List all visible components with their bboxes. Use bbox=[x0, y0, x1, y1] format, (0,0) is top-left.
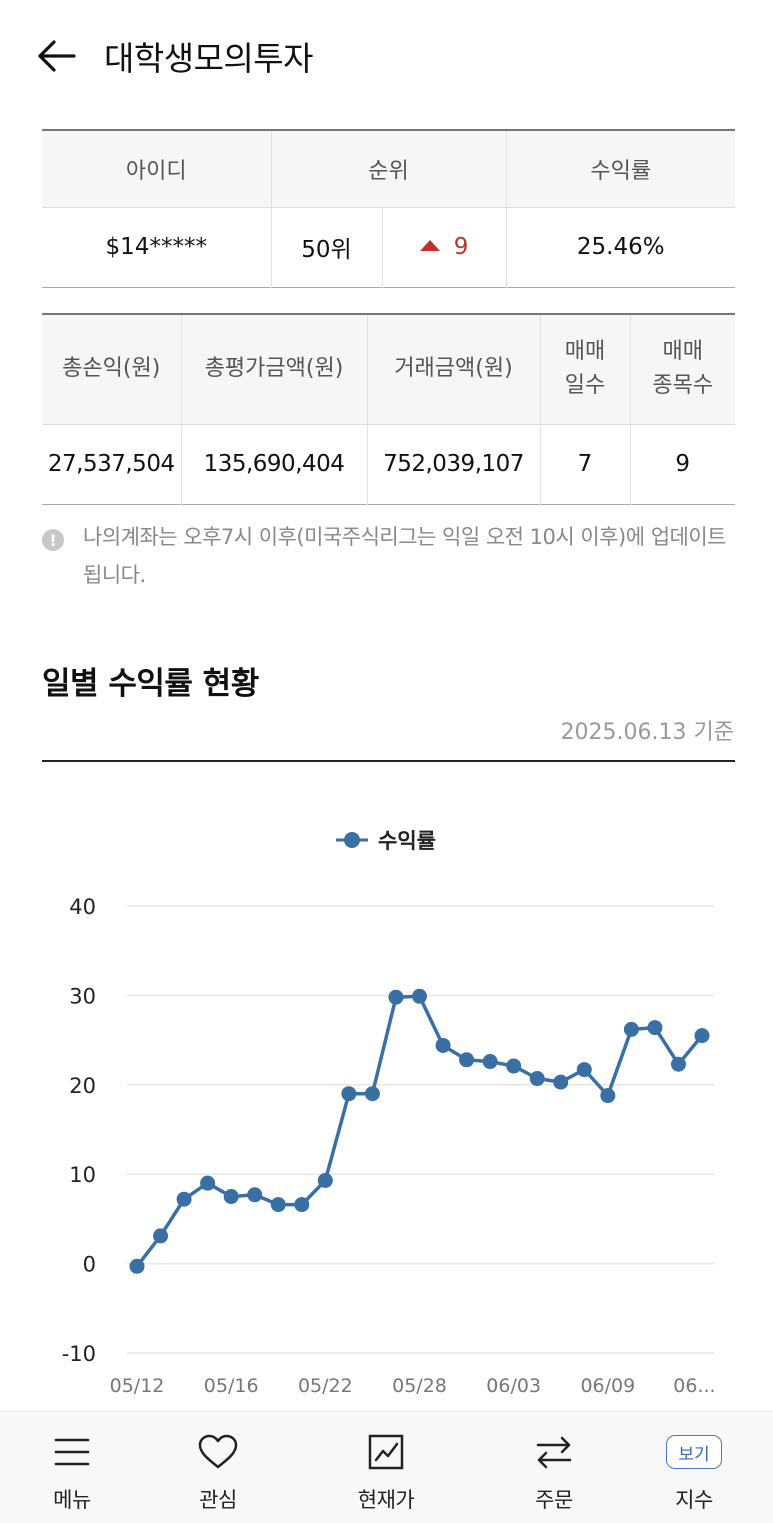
data-point[interactable] bbox=[129, 1258, 145, 1274]
as-of-date: 2025.06.13 기준 bbox=[560, 720, 734, 745]
section-divider bbox=[42, 760, 735, 762]
data-point[interactable] bbox=[506, 1058, 522, 1074]
x-axis-ticks: 05/12 05/16 05/22 05/28 06/03 06/09 06... bbox=[110, 1375, 716, 1397]
data-point[interactable] bbox=[553, 1074, 569, 1090]
y-axis-ticks: 40 30 20 10 0 -10 bbox=[62, 895, 96, 1366]
data-point[interactable] bbox=[412, 988, 427, 1004]
nav-quote[interactable]: 현재가 bbox=[326, 1412, 446, 1523]
y-tick-label: 40 bbox=[69, 895, 96, 919]
nav-menu[interactable]: 메뉴 bbox=[12, 1412, 132, 1523]
data-point[interactable] bbox=[317, 1172, 333, 1188]
view-badge: 보기 bbox=[666, 1435, 722, 1469]
header-total-pnl: 총손익(원) bbox=[42, 314, 181, 425]
x-tick-label: 06... bbox=[673, 1375, 715, 1397]
header-total-valuation: 총평가금액(원) bbox=[180, 314, 367, 425]
total-pnl-value: 27,537,504 bbox=[42, 424, 181, 504]
data-point[interactable] bbox=[694, 1028, 710, 1044]
section-title: 일별 수익률 현황 bbox=[42, 666, 259, 702]
return-rate-value: 25.46% bbox=[505, 207, 736, 287]
nav-quote-label: 현재가 bbox=[357, 1488, 415, 1512]
line-chart-icon bbox=[368, 1430, 404, 1474]
y-tick-label: 10 bbox=[69, 1163, 96, 1187]
header-id: 아이디 bbox=[42, 130, 271, 208]
app-header: 대학생모의투자 bbox=[0, 0, 773, 110]
rank-value: 50위 bbox=[270, 207, 382, 287]
header-trade-amount: 거래금액(원) bbox=[366, 314, 540, 425]
view-badge-icon: 보기 bbox=[666, 1430, 722, 1474]
hamburger-menu-icon bbox=[54, 1430, 90, 1474]
header-trade-stocks: 매매 종목수 bbox=[629, 314, 735, 425]
data-point[interactable] bbox=[247, 1187, 263, 1203]
stats-table: 총손익(원) 총평가금액(원) 거래금액(원) 매매 일수 매매 종목수 27,… bbox=[42, 313, 735, 505]
x-tick-label: 05/22 bbox=[298, 1375, 353, 1397]
data-point[interactable] bbox=[270, 1197, 286, 1213]
nav-index-label: 지수 bbox=[675, 1488, 713, 1512]
summary-table: 아이디 순위 수익률 $14***** 50위 9 25.46% bbox=[42, 129, 736, 288]
trade-amount-value: 752,039,107 bbox=[366, 424, 540, 504]
data-point[interactable] bbox=[529, 1071, 545, 1087]
nav-menu-label: 메뉴 bbox=[53, 1488, 91, 1512]
data-point[interactable] bbox=[388, 989, 404, 1005]
data-point[interactable] bbox=[200, 1175, 216, 1191]
data-point[interactable] bbox=[341, 1086, 357, 1102]
x-tick-label: 05/28 bbox=[392, 1375, 447, 1397]
x-tick-label: 06/03 bbox=[486, 1375, 541, 1397]
data-point[interactable] bbox=[364, 1086, 380, 1102]
header-rank: 순위 bbox=[270, 130, 507, 208]
legend-marker bbox=[344, 832, 360, 848]
chart-grid bbox=[127, 905, 714, 1354]
swap-arrows-icon bbox=[535, 1430, 573, 1474]
y-tick-label: 20 bbox=[69, 1074, 96, 1098]
data-point[interactable] bbox=[459, 1052, 475, 1068]
header-trade-days: 매매 일수 bbox=[539, 314, 630, 425]
chart-series[interactable] bbox=[129, 988, 710, 1274]
exclamation-circle-icon: ! bbox=[42, 529, 64, 551]
legend-label: 수익률 bbox=[378, 829, 436, 853]
data-point[interactable] bbox=[600, 1088, 616, 1104]
data-point[interactable] bbox=[294, 1197, 310, 1213]
data-point[interactable] bbox=[176, 1191, 192, 1207]
daily-return-chart[interactable]: 수익률 40 30 20 10 0 -10 05/12 05/16 05/22 05/28 06/… bbox=[0, 800, 773, 1410]
x-tick-label: 06/09 bbox=[580, 1375, 635, 1397]
triangle-up-icon bbox=[419, 240, 440, 251]
data-point[interactable] bbox=[576, 1062, 592, 1078]
trade-days-value: 7 bbox=[539, 424, 630, 504]
arrow-left-icon bbox=[38, 40, 76, 72]
nav-order[interactable]: 주문 bbox=[494, 1412, 614, 1523]
trade-stocks-value: 9 bbox=[629, 424, 735, 504]
page-title: 대학생모의투자 bbox=[104, 39, 314, 78]
data-point[interactable] bbox=[482, 1054, 498, 1070]
bottom-nav: 메뉴 관심 현재가 주문 보기 지수 bbox=[0, 1411, 773, 1523]
notice-text: 나의계좌는 오후7시 이후(미국주식리그는 익일 오전 10시 이후)에 업데이… bbox=[83, 525, 726, 587]
data-point[interactable] bbox=[153, 1228, 169, 1244]
heart-icon bbox=[198, 1430, 238, 1474]
rank-change: 9 bbox=[381, 207, 507, 287]
x-tick-label: 05/12 bbox=[110, 1375, 165, 1397]
nav-watchlist[interactable]: 관심 bbox=[158, 1412, 278, 1523]
x-tick-label: 05/16 bbox=[204, 1375, 259, 1397]
nav-index[interactable]: 보기 지수 bbox=[634, 1412, 754, 1523]
data-point[interactable] bbox=[647, 1020, 663, 1036]
series-line bbox=[135, 994, 704, 1268]
y-tick-label: 0 bbox=[83, 1253, 96, 1277]
back-button[interactable] bbox=[28, 28, 84, 84]
user-id: $14***** bbox=[42, 207, 271, 287]
data-point[interactable] bbox=[623, 1021, 639, 1037]
header-return-rate: 수익률 bbox=[505, 130, 736, 208]
update-notice: ! 나의계좌는 오후7시 이후(미국주식리그는 익일 오전 10시 이후)에 업… bbox=[42, 518, 742, 594]
chart-legend[interactable]: 수익률 bbox=[336, 829, 436, 853]
data-point[interactable] bbox=[435, 1037, 451, 1053]
data-point[interactable] bbox=[670, 1056, 686, 1072]
total-valuation-value: 135,690,404 bbox=[180, 424, 367, 504]
nav-watchlist-label: 관심 bbox=[199, 1488, 237, 1512]
nav-order-label: 주문 bbox=[535, 1488, 573, 1512]
y-tick-label: 30 bbox=[69, 984, 96, 1008]
y-tick-label: -10 bbox=[62, 1342, 96, 1366]
data-point[interactable] bbox=[223, 1189, 239, 1205]
